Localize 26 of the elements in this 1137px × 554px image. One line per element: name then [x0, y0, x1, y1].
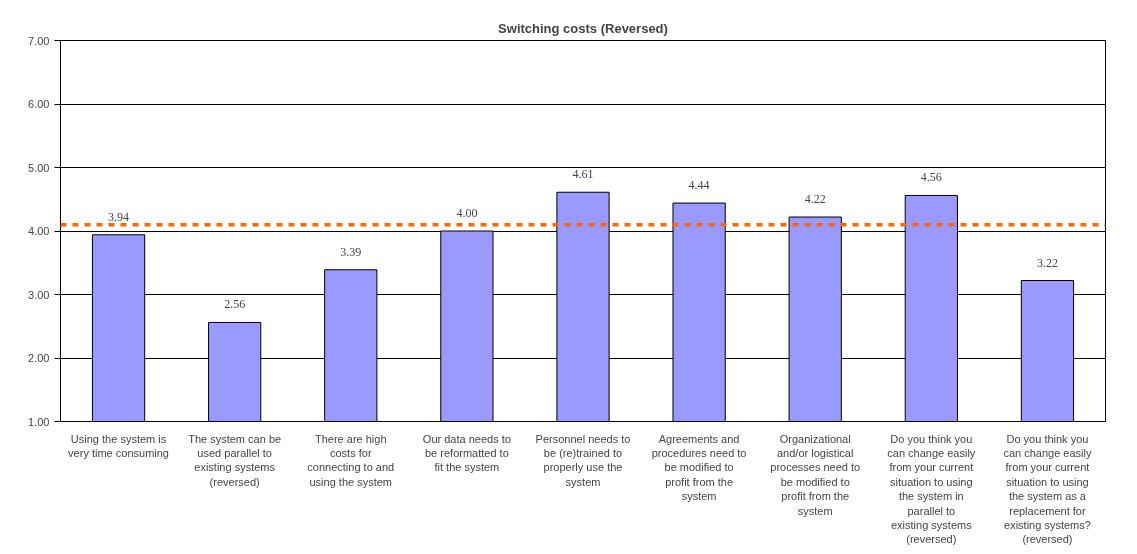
- x-tick-label: Using the system is very time consuming: [68, 432, 169, 459]
- y-tick-label: 2.00: [28, 352, 50, 364]
- x-tick-label: Do you think you can change easily from your current situation to using the system in parallel to existing systems (reversed): [887, 432, 976, 546]
- x-tick-label: The system can be used parallel to existing systems (reversed): [188, 432, 282, 488]
- data-label: 3.22: [1036, 255, 1058, 270]
- y-tick-label: 3.00: [28, 288, 50, 301]
- data-label: 4.56: [920, 170, 942, 185]
- x-tick-label: Our data needs to be reformatted to fit the system: [422, 432, 511, 474]
- x-tick-label: Do you think you can change easily from your current situation to using the system as a replacement for existing systems? (reversed): [1003, 432, 1092, 546]
- data-label: 4.44: [688, 178, 710, 193]
- y-tick-label: 7.00: [28, 34, 50, 47]
- data-label: 2.56: [224, 297, 246, 312]
- y-tick-label: 6.00: [28, 98, 50, 110]
- data-label: 3.94: [108, 209, 130, 224]
- y-tick-label: 5.00: [28, 161, 50, 174]
- y-tick-label: 4.00: [28, 225, 50, 237]
- x-tick-label: Personnel needs to be (re)trained to properly use the system: [535, 432, 631, 488]
- data-label: 4.00: [456, 206, 478, 220]
- x-tick-label: Agreements and procedures need to be modified to profit from the system: [651, 432, 747, 503]
- x-tick-label: Organizational and/or logistical processes need to be modified to profit from the system: [770, 432, 861, 517]
- data-label: 4.22: [804, 192, 826, 207]
- data-label: 4.61: [572, 167, 594, 182]
- data-label: 3.39: [340, 244, 362, 259]
- x-tick-label: There are high costs for connecting to and using the system: [307, 432, 395, 488]
- y-tick-label: 1.00: [28, 415, 50, 428]
- chart-title: Switching costs (Reversed): [498, 20, 668, 36]
